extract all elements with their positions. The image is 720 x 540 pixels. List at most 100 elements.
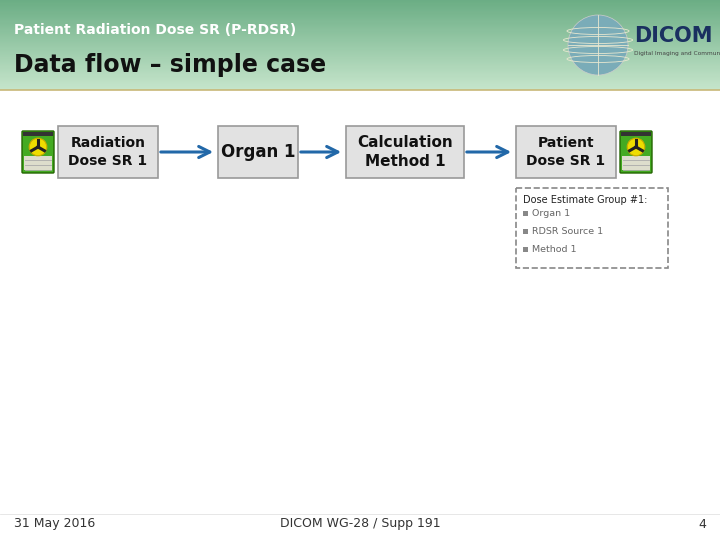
Bar bbox=[0, 1, 720, 2]
Bar bbox=[0, 19, 720, 20]
Text: Dose Estimate Group #1:: Dose Estimate Group #1: bbox=[523, 195, 647, 205]
Bar bbox=[0, 22, 720, 23]
Bar bbox=[0, 25, 720, 26]
Bar bbox=[0, 85, 720, 86]
Bar bbox=[0, 27, 720, 28]
Bar bbox=[0, 49, 720, 50]
Bar bbox=[0, 73, 720, 74]
Bar bbox=[0, 46, 720, 47]
Text: Method 1: Method 1 bbox=[532, 246, 577, 254]
Bar bbox=[0, 89, 720, 90]
Bar bbox=[0, 51, 720, 52]
Bar bbox=[523, 229, 528, 233]
Bar bbox=[0, 68, 720, 69]
Circle shape bbox=[36, 145, 40, 149]
Bar bbox=[0, 60, 720, 62]
Bar bbox=[0, 20, 720, 22]
Bar bbox=[0, 0, 720, 1]
Bar bbox=[622, 156, 650, 170]
Bar bbox=[0, 3, 720, 4]
FancyBboxPatch shape bbox=[58, 126, 158, 178]
Bar bbox=[0, 82, 720, 83]
Bar bbox=[0, 78, 720, 79]
Bar bbox=[0, 74, 720, 76]
Bar bbox=[0, 45, 720, 46]
Bar bbox=[0, 33, 720, 35]
Circle shape bbox=[627, 138, 645, 156]
Bar bbox=[0, 31, 720, 32]
Bar bbox=[0, 30, 720, 31]
Bar bbox=[0, 2, 720, 3]
FancyBboxPatch shape bbox=[218, 126, 298, 178]
Text: 4: 4 bbox=[698, 517, 706, 530]
Bar bbox=[0, 54, 720, 55]
Bar bbox=[0, 6, 720, 8]
Text: DICOM WG-28 / Supp 191: DICOM WG-28 / Supp 191 bbox=[279, 517, 441, 530]
Bar bbox=[0, 36, 720, 37]
Text: Organ 1: Organ 1 bbox=[532, 210, 570, 219]
Bar bbox=[0, 24, 720, 25]
Bar bbox=[0, 4, 720, 5]
Text: Calculation
Method 1: Calculation Method 1 bbox=[357, 135, 453, 169]
Bar bbox=[0, 40, 720, 42]
Bar bbox=[0, 58, 720, 59]
Text: RDSR Source 1: RDSR Source 1 bbox=[532, 227, 603, 237]
Bar bbox=[523, 211, 528, 215]
Bar bbox=[0, 55, 720, 56]
Bar bbox=[0, 26, 720, 27]
Text: Digital Imaging and Communications in Medicine: Digital Imaging and Communications in Me… bbox=[634, 51, 720, 56]
Bar bbox=[0, 38, 720, 39]
Bar bbox=[0, 10, 720, 11]
Text: Data flow – simple case: Data flow – simple case bbox=[14, 53, 326, 77]
FancyBboxPatch shape bbox=[346, 126, 464, 178]
Bar bbox=[0, 69, 720, 70]
Bar bbox=[0, 17, 720, 18]
Bar bbox=[0, 80, 720, 81]
Bar bbox=[0, 42, 720, 43]
Bar bbox=[0, 52, 720, 53]
Text: Patient
Dose SR 1: Patient Dose SR 1 bbox=[526, 137, 606, 167]
Bar bbox=[0, 8, 720, 9]
Bar bbox=[0, 23, 720, 24]
Bar bbox=[0, 47, 720, 49]
FancyBboxPatch shape bbox=[516, 126, 616, 178]
Bar bbox=[0, 44, 720, 45]
FancyBboxPatch shape bbox=[22, 131, 54, 173]
Bar bbox=[0, 57, 720, 58]
Bar bbox=[0, 15, 720, 16]
Bar bbox=[0, 79, 720, 80]
Text: Organ 1: Organ 1 bbox=[221, 143, 295, 161]
Text: DICOM: DICOM bbox=[634, 26, 713, 46]
Bar bbox=[0, 62, 720, 63]
Bar bbox=[0, 16, 720, 17]
Circle shape bbox=[634, 145, 638, 149]
Bar bbox=[621, 132, 651, 136]
Text: 31 May 2016: 31 May 2016 bbox=[14, 517, 95, 530]
Bar bbox=[24, 156, 52, 170]
Bar bbox=[0, 5, 720, 6]
Text: Radiation
Dose SR 1: Radiation Dose SR 1 bbox=[68, 137, 148, 167]
Bar bbox=[0, 71, 720, 72]
Bar bbox=[0, 37, 720, 38]
Bar bbox=[0, 84, 720, 85]
Text: Patient Radiation Dose SR (P-RDSR): Patient Radiation Dose SR (P-RDSR) bbox=[14, 23, 296, 37]
Bar bbox=[0, 66, 720, 68]
Bar bbox=[0, 59, 720, 60]
Bar bbox=[0, 72, 720, 73]
Bar bbox=[0, 29, 720, 30]
Bar bbox=[0, 28, 720, 29]
Bar bbox=[0, 14, 720, 15]
Bar bbox=[0, 9, 720, 10]
Bar bbox=[0, 12, 720, 14]
Bar bbox=[0, 53, 720, 54]
Bar bbox=[0, 35, 720, 36]
Bar bbox=[0, 18, 720, 19]
Bar bbox=[0, 63, 720, 64]
Bar bbox=[0, 64, 720, 65]
Bar bbox=[0, 43, 720, 44]
Bar bbox=[0, 39, 720, 40]
Bar bbox=[0, 77, 720, 78]
Bar bbox=[0, 76, 720, 77]
Circle shape bbox=[30, 138, 47, 156]
Bar bbox=[0, 32, 720, 33]
